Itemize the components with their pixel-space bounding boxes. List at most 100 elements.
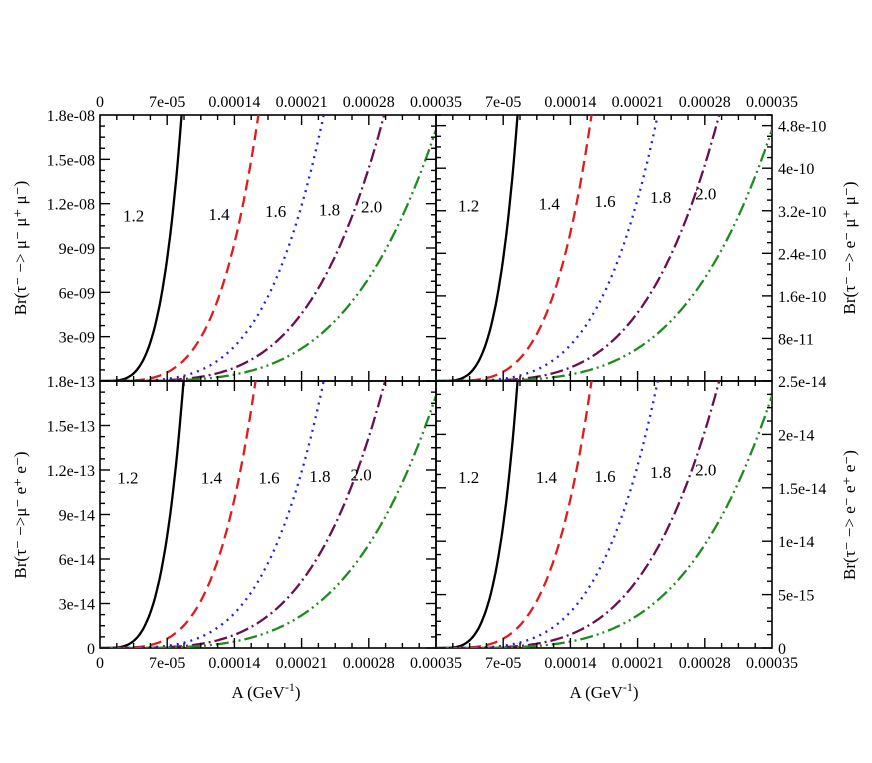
- y-tick-label: 6e-09: [59, 285, 95, 302]
- x-tick-label: 7e-05: [149, 655, 185, 672]
- x-tick-label: 7e-05: [149, 94, 185, 111]
- x-tick-label: 0.00028: [343, 655, 395, 672]
- x-tick-label: 0: [96, 94, 104, 111]
- series-line-1.2: [100, 115, 183, 381]
- y-tick-label: 9e-09: [59, 241, 95, 258]
- x-tick-label: 0.00014: [544, 94, 596, 111]
- y-tick-label: 1.2e-13: [47, 463, 95, 480]
- series-line-1.6: [436, 381, 659, 648]
- series-label-2.0: 2.0: [361, 198, 382, 217]
- y-tick-label: 6e-14: [59, 552, 95, 569]
- y-tick-label: 1.6e-10: [778, 289, 826, 306]
- series-label-1.2: 1.2: [117, 468, 138, 487]
- panel-bottom-left: 1.2 1.4 1.6 1.8 2.0 0 7e-05 0.00014 0.00021 0.000…: [11, 374, 462, 672]
- x-tick-label: 0.00021: [276, 655, 328, 672]
- series-line-1.2: [100, 381, 185, 648]
- x-tick-label: 7e-05: [485, 94, 521, 111]
- series-label-2.0: 2.0: [695, 185, 716, 204]
- series-label-1.2: 1.2: [458, 468, 479, 487]
- series-line-2.0: [100, 129, 436, 381]
- y-tick-label: 3e-14: [59, 597, 95, 614]
- series-line-2.0: [100, 395, 436, 648]
- series-label-1.6: 1.6: [265, 202, 286, 221]
- y-tick-label: 2.5e-14: [778, 374, 826, 391]
- y-tick-label: 2.4e-10: [778, 246, 826, 263]
- series-label-1.4: 1.4: [539, 194, 561, 213]
- series-group: [436, 381, 772, 648]
- y-tick-label: 1.5e-14: [778, 481, 826, 498]
- y-axis-label: Br(τ⁻ −>μ⁻ e⁺ e⁻): [11, 451, 30, 578]
- x-tick-label: 0.00028: [679, 655, 731, 672]
- series-line-1.6: [436, 115, 659, 381]
- series-label-1.6: 1.6: [594, 192, 615, 211]
- series-line-1.6: [100, 115, 325, 381]
- panels-layer: 1.2 1.4 1.6 1.8 2.0 0 7e-05 0.00014 0.00021 0.000…: [11, 94, 859, 672]
- x-tick-label: 0.00035: [410, 94, 462, 111]
- series-label-1.4: 1.4: [536, 468, 558, 487]
- x-tick-label: 0.00035: [410, 655, 462, 672]
- series-line-2.0: [436, 129, 772, 381]
- x-tick-label: 0.00035: [746, 655, 798, 672]
- series-line-1.8: [436, 115, 721, 381]
- x-tick-label: 0.00014: [208, 655, 260, 672]
- panel-top-left: 1.2 1.4 1.6 1.8 2.0 0 7e-05 0.00014 0.00021 0.000…: [11, 94, 462, 382]
- y-axis-label: Br(τ⁻ −> μ⁻ μ⁺ μ⁻): [11, 181, 30, 316]
- series-group: [436, 115, 772, 381]
- series-label-1.2: 1.2: [123, 206, 144, 225]
- series-label-1.8: 1.8: [650, 463, 671, 482]
- y-tick-label: 1e-14: [778, 534, 814, 551]
- panel-top-right: 1.2 1.4 1.6 1.8 2.0 7e-05 0.00014 0.00021 0.0002…: [435, 94, 859, 382]
- y-tick-label: 0: [778, 641, 786, 658]
- series-line-1.8: [100, 115, 386, 381]
- series-group: [100, 115, 436, 381]
- y-tick-label: 1.2e-08: [47, 197, 95, 214]
- x-tick-label: 0.00028: [343, 94, 395, 111]
- y-tick-label: 3.2e-10: [778, 204, 826, 221]
- series-label-1.6: 1.6: [258, 468, 279, 487]
- x-axis-label-left: A (GeV-1): [231, 680, 300, 702]
- y-tick-label: 4e-10: [778, 161, 814, 178]
- series-line-1.2: [436, 381, 519, 648]
- series-label-1.8: 1.8: [309, 467, 330, 486]
- x-tick-label: 0.00014: [544, 655, 596, 672]
- series-label-1.4: 1.4: [208, 205, 230, 224]
- x-tick-label: 0.00021: [612, 655, 664, 672]
- panel-frame: [99, 380, 437, 649]
- x-tick-label: 0.00021: [276, 94, 328, 111]
- series-group: [100, 381, 436, 648]
- y-axis-label: Br(τ⁻ −> e⁻ e⁺ e⁻): [840, 450, 859, 580]
- y-axis-label: Br(τ⁻ −> e⁻ μ⁺ μ⁻): [840, 182, 859, 315]
- series-line-1.8: [100, 381, 387, 648]
- y-tick-label: 1.8e-13: [47, 374, 95, 391]
- series-label-1.4: 1.4: [201, 468, 223, 487]
- y-tick-label: 1.5e-13: [47, 419, 95, 436]
- y-tick-label: 5e-15: [778, 588, 814, 605]
- y-tick-label: 1.8e-08: [47, 108, 95, 125]
- series-label-2.0: 2.0: [695, 461, 716, 480]
- series-line-1.4: [100, 381, 257, 648]
- y-tick-label: 8e-11: [778, 331, 814, 348]
- panel-bottom-right: 1.2 1.4 1.6 1.8 2.0 7e-05 0.00014 0.00021 0.0002…: [435, 374, 859, 672]
- x-tick-label: 0.00021: [612, 94, 664, 111]
- series-label-1.8: 1.8: [650, 188, 671, 207]
- y-tick-label: 4.8e-10: [778, 119, 826, 136]
- x-tick-label: 0.00028: [679, 94, 731, 111]
- series-label-1.8: 1.8: [319, 201, 340, 220]
- y-tick-label: 2e-14: [778, 427, 814, 444]
- series-label-1.2: 1.2: [458, 196, 479, 215]
- x-tick-label: 0.00014: [208, 94, 260, 111]
- series-label-2.0: 2.0: [350, 465, 371, 484]
- series-line-1.8: [436, 381, 721, 648]
- series-line-2.0: [436, 395, 772, 648]
- x-tick-label: 7e-05: [485, 655, 521, 672]
- y-tick-label: 3e-09: [59, 330, 95, 347]
- series-line-1.2: [436, 115, 519, 381]
- y-tick-label: 0: [87, 641, 95, 658]
- y-tick-label: 9e-14: [59, 508, 95, 525]
- x-tick-label: 0.00035: [746, 94, 798, 111]
- series-line-1.6: [100, 381, 325, 648]
- x-axis-label-right: A (GeV-1): [569, 680, 638, 702]
- x-tick-label: 0: [96, 655, 104, 672]
- series-label-1.6: 1.6: [594, 467, 615, 486]
